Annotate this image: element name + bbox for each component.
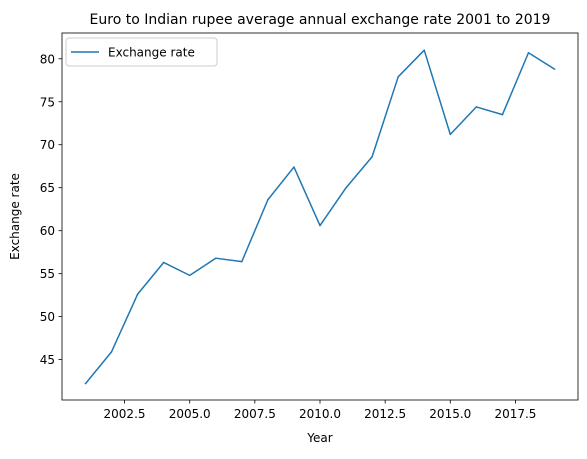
x-axis-label: Year: [306, 431, 332, 445]
legend-label: Exchange rate: [108, 46, 195, 60]
x-axis-ticks: 2002.5 2005.0 2007.5 2010.0 2012.5 2015.0 2017…: [104, 400, 536, 421]
y-axis-ticks: 45 50 55 60 65 70 75 80: [40, 52, 62, 367]
series-line: [84, 49, 555, 385]
data-point: [241, 260, 243, 263]
data-point: [501, 113, 504, 116]
plot-frame: [61, 32, 579, 401]
y-axis-label: Exchange rate: [8, 173, 22, 260]
data-point: [423, 49, 425, 51]
data-point: [397, 76, 399, 78]
x-tick-label: 2017.5: [494, 407, 536, 421]
x-tick-label: 2010.0: [299, 407, 341, 421]
y-tick-label: 55: [40, 267, 55, 281]
data-point: [136, 293, 139, 296]
data-point: [345, 186, 347, 189]
y-tick-label: 60: [40, 224, 55, 238]
legend-box: [65, 37, 218, 67]
x-tick-label: 2012.5: [364, 407, 406, 421]
data-point: [371, 156, 373, 158]
data-point: [267, 198, 269, 201]
data-point: [475, 106, 478, 108]
legend: Exchange rate: [65, 37, 218, 67]
y-tick-label: 80: [40, 52, 55, 66]
series-layer: [84, 49, 556, 385]
data-point: [449, 133, 452, 136]
data-point: [293, 166, 295, 168]
x-tick-label: 2002.5: [104, 407, 146, 421]
x-tick-label: 2015.0: [429, 407, 471, 421]
data-point: [319, 224, 321, 227]
data-point: [188, 274, 191, 277]
data-point: [84, 382, 87, 385]
x-tick-label: 2005.0: [169, 407, 211, 421]
data-point: [110, 351, 113, 353]
y-tick-label: 65: [40, 181, 55, 195]
data-point: [162, 261, 165, 264]
chart-title: Euro to Indian rupee average annual exch…: [90, 12, 551, 28]
data-point: [553, 68, 556, 70]
data-point: [215, 257, 217, 259]
y-tick-label: 50: [40, 310, 55, 324]
data-point: [527, 52, 530, 54]
y-tick-label: 75: [40, 95, 55, 109]
x-tick-label: 2007.5: [234, 407, 276, 421]
y-tick-label: 45: [40, 353, 55, 367]
y-tick-label: 70: [40, 138, 55, 152]
